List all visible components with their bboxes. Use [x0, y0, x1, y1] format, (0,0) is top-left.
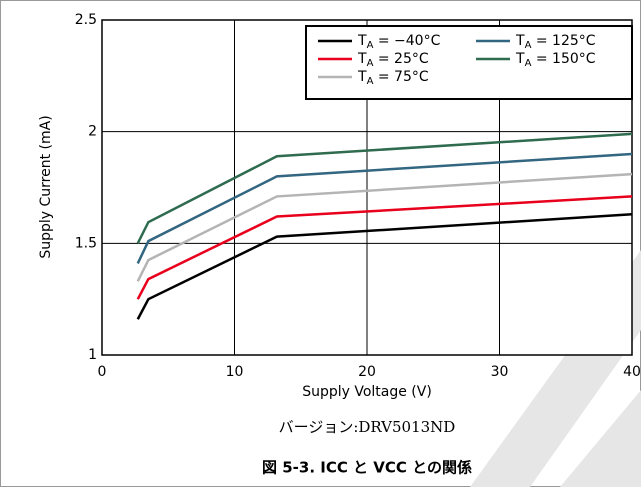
watermark — [560, 390, 641, 487]
y-axis-label: Supply Current (mA) — [38, 115, 54, 258]
legend-label: TA = 75°C — [357, 69, 429, 87]
y-tick-label: 1 — [88, 347, 97, 363]
legend-label: TA = 150°C — [515, 51, 596, 69]
y-tick-label: 2 — [88, 124, 97, 140]
x-tick-label: 40 — [623, 364, 641, 380]
x-axis-label: Supply Voltage (V) — [302, 384, 432, 400]
series-line — [136, 172, 633, 282]
y-tick-label: 2.5 — [75, 12, 97, 28]
series-line — [136, 152, 633, 264]
plot-border — [101, 19, 633, 356]
series-line — [136, 195, 633, 300]
series-line — [136, 132, 633, 244]
x-tick-label: 30 — [491, 364, 509, 380]
subtitle: バージョン:DRV5013ND — [279, 418, 456, 436]
x-tick-label: 0 — [98, 364, 107, 380]
legend-box — [305, 25, 633, 100]
series-line — [136, 213, 633, 320]
chart-title: 図 5-3. ICC と VCC との関係 — [262, 459, 472, 477]
legend-label: TA = 25°C — [357, 51, 429, 69]
y-tick-label: 1.5 — [75, 235, 97, 251]
x-tick-label: 20 — [358, 364, 376, 380]
legend-label: TA = 125°C — [515, 33, 596, 51]
x-tick-label: 10 — [226, 364, 244, 380]
legend-label: TA = −40°C — [357, 33, 441, 51]
